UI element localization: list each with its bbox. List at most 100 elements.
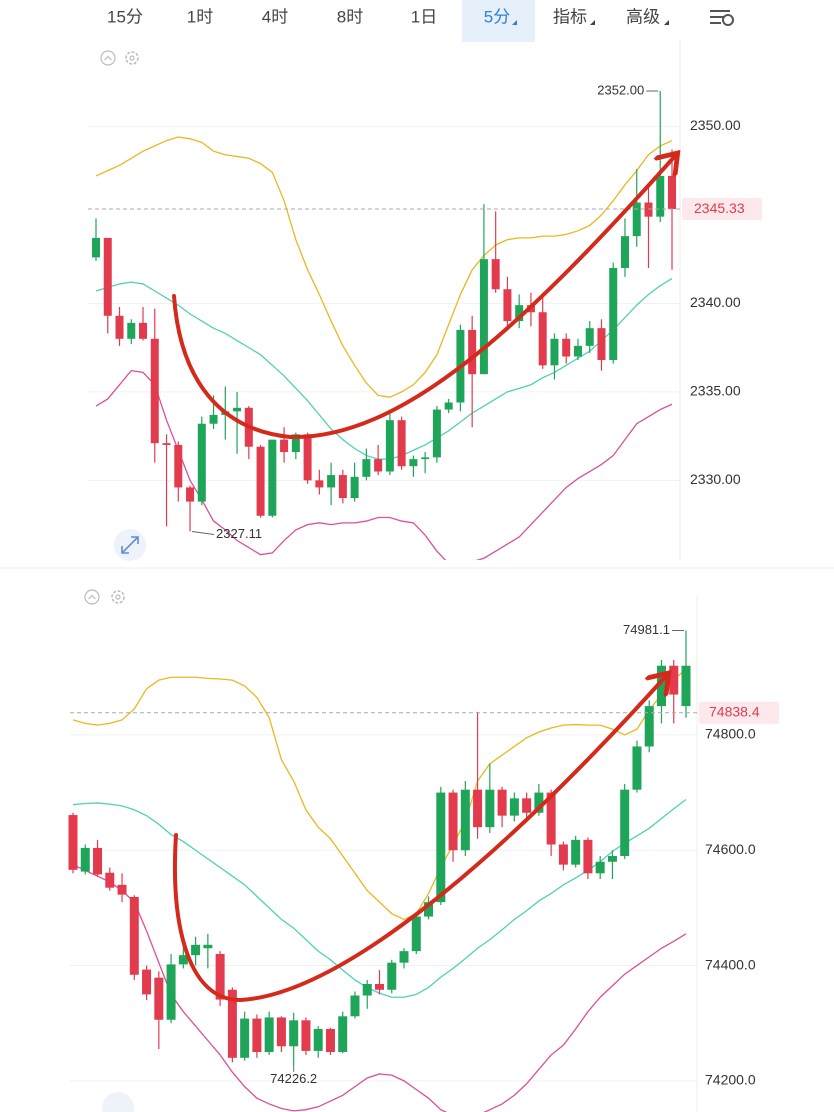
candle-body <box>139 322 148 339</box>
candle-body <box>256 446 265 516</box>
candle-body <box>129 896 139 975</box>
tab[interactable]: 5分 <box>484 7 510 26</box>
candle-body <box>203 944 213 949</box>
candle-body <box>385 420 394 472</box>
candle-body <box>644 202 653 217</box>
tab[interactable]: 4时 <box>262 7 288 26</box>
candle-body <box>93 847 103 875</box>
chart-controls[interactable] <box>100 50 139 66</box>
candle-body <box>595 861 605 874</box>
candle-body <box>468 329 477 375</box>
candle-body <box>632 746 642 790</box>
band-line <box>95 278 673 460</box>
candle-body <box>313 1028 323 1051</box>
candle-body <box>291 434 300 453</box>
candle-body <box>444 402 453 410</box>
candle-body <box>562 338 571 357</box>
candle-body <box>327 475 336 488</box>
tab[interactable]: 指标 <box>553 7 587 26</box>
candle-body <box>178 955 188 965</box>
trend-arrow <box>172 676 666 1003</box>
chart-controls[interactable] <box>84 589 125 605</box>
settings-icon[interactable] <box>710 10 734 26</box>
candle-body <box>609 267 618 361</box>
candle-body <box>534 792 544 813</box>
candle-body <box>479 259 488 375</box>
candle-body <box>411 916 421 952</box>
candle-body <box>522 798 532 813</box>
candle-body <box>491 259 500 290</box>
band-line <box>72 668 687 921</box>
max-label: 74981.1 <box>623 622 670 637</box>
candle-body <box>280 439 289 453</box>
candle-body <box>80 847 90 872</box>
candle-body <box>268 439 277 516</box>
candle-body <box>432 409 441 458</box>
tab[interactable]: 高级 <box>626 7 660 26</box>
candle-body <box>585 328 594 346</box>
candle-body <box>303 434 312 481</box>
y-tick-label: 74600.0 <box>705 841 756 857</box>
candle-body <box>460 789 470 851</box>
candle-body <box>142 969 152 995</box>
candle-body <box>397 420 406 467</box>
candle-body <box>538 312 547 366</box>
candle-body <box>387 962 397 990</box>
candle-body <box>409 459 418 467</box>
trend-arrow <box>172 156 675 440</box>
max-label: 2352.00 <box>597 82 644 97</box>
expand-button[interactable] <box>114 529 146 561</box>
candle-body <box>632 202 641 237</box>
min-label: 74226.2 <box>270 1071 317 1086</box>
candle-body <box>362 459 371 477</box>
candle-body <box>117 884 127 895</box>
candle-body <box>656 175 665 217</box>
candle-body <box>68 815 78 870</box>
y-tick-label: 74200.0 <box>705 1072 756 1088</box>
tab[interactable]: 15分 <box>107 7 143 26</box>
y-tick-label: 2335.00 <box>690 383 741 399</box>
candle-body <box>573 345 582 357</box>
candle-body <box>644 706 654 747</box>
plot-area <box>92 91 676 560</box>
plot-area <box>68 630 691 1112</box>
candle-body <box>620 789 630 856</box>
tab[interactable]: 1时 <box>187 7 213 26</box>
chart-top: 2330.00 2335.00 2340.00 2350.00 2345.33 2352.… <box>88 40 762 560</box>
candle-body <box>620 236 629 268</box>
candle-body <box>338 475 347 499</box>
candle-body <box>473 789 483 828</box>
candle-body <box>215 954 225 1000</box>
chart-bottom: 74200.0 74400.0 74600.0 74800.0 74838.4 74981… <box>68 595 779 1112</box>
menu-caret <box>590 20 595 25</box>
tab[interactable]: 1日 <box>411 7 437 26</box>
candle-body <box>105 872 115 888</box>
tab[interactable]: 8时 <box>337 7 363 26</box>
candle-body <box>150 338 159 444</box>
candle-body <box>289 1020 299 1047</box>
menu-caret <box>664 20 669 25</box>
candle-body <box>374 459 383 472</box>
candle-body <box>174 444 183 488</box>
candle-body <box>276 1017 286 1047</box>
y-tick-label: 74400.0 <box>705 956 756 972</box>
min-pointer <box>191 531 215 536</box>
active-tab-bg <box>462 0 535 42</box>
candle-body <box>424 902 434 917</box>
candle-body <box>301 1020 311 1051</box>
candle-body <box>375 984 384 990</box>
candle-body <box>103 237 112 316</box>
candle-body <box>509 798 519 816</box>
candle-body <box>252 1018 262 1053</box>
band-line <box>95 369 673 560</box>
candle-body <box>362 984 372 996</box>
candle-body <box>338 1016 348 1053</box>
candle-body <box>681 665 691 707</box>
candle-body <box>485 789 495 828</box>
menu-caret <box>512 20 517 25</box>
candle-body <box>264 1017 274 1053</box>
candle-body <box>668 175 676 210</box>
candle-body <box>597 328 606 361</box>
candle-body <box>669 665 679 695</box>
expand-button[interactable] <box>102 1092 134 1112</box>
